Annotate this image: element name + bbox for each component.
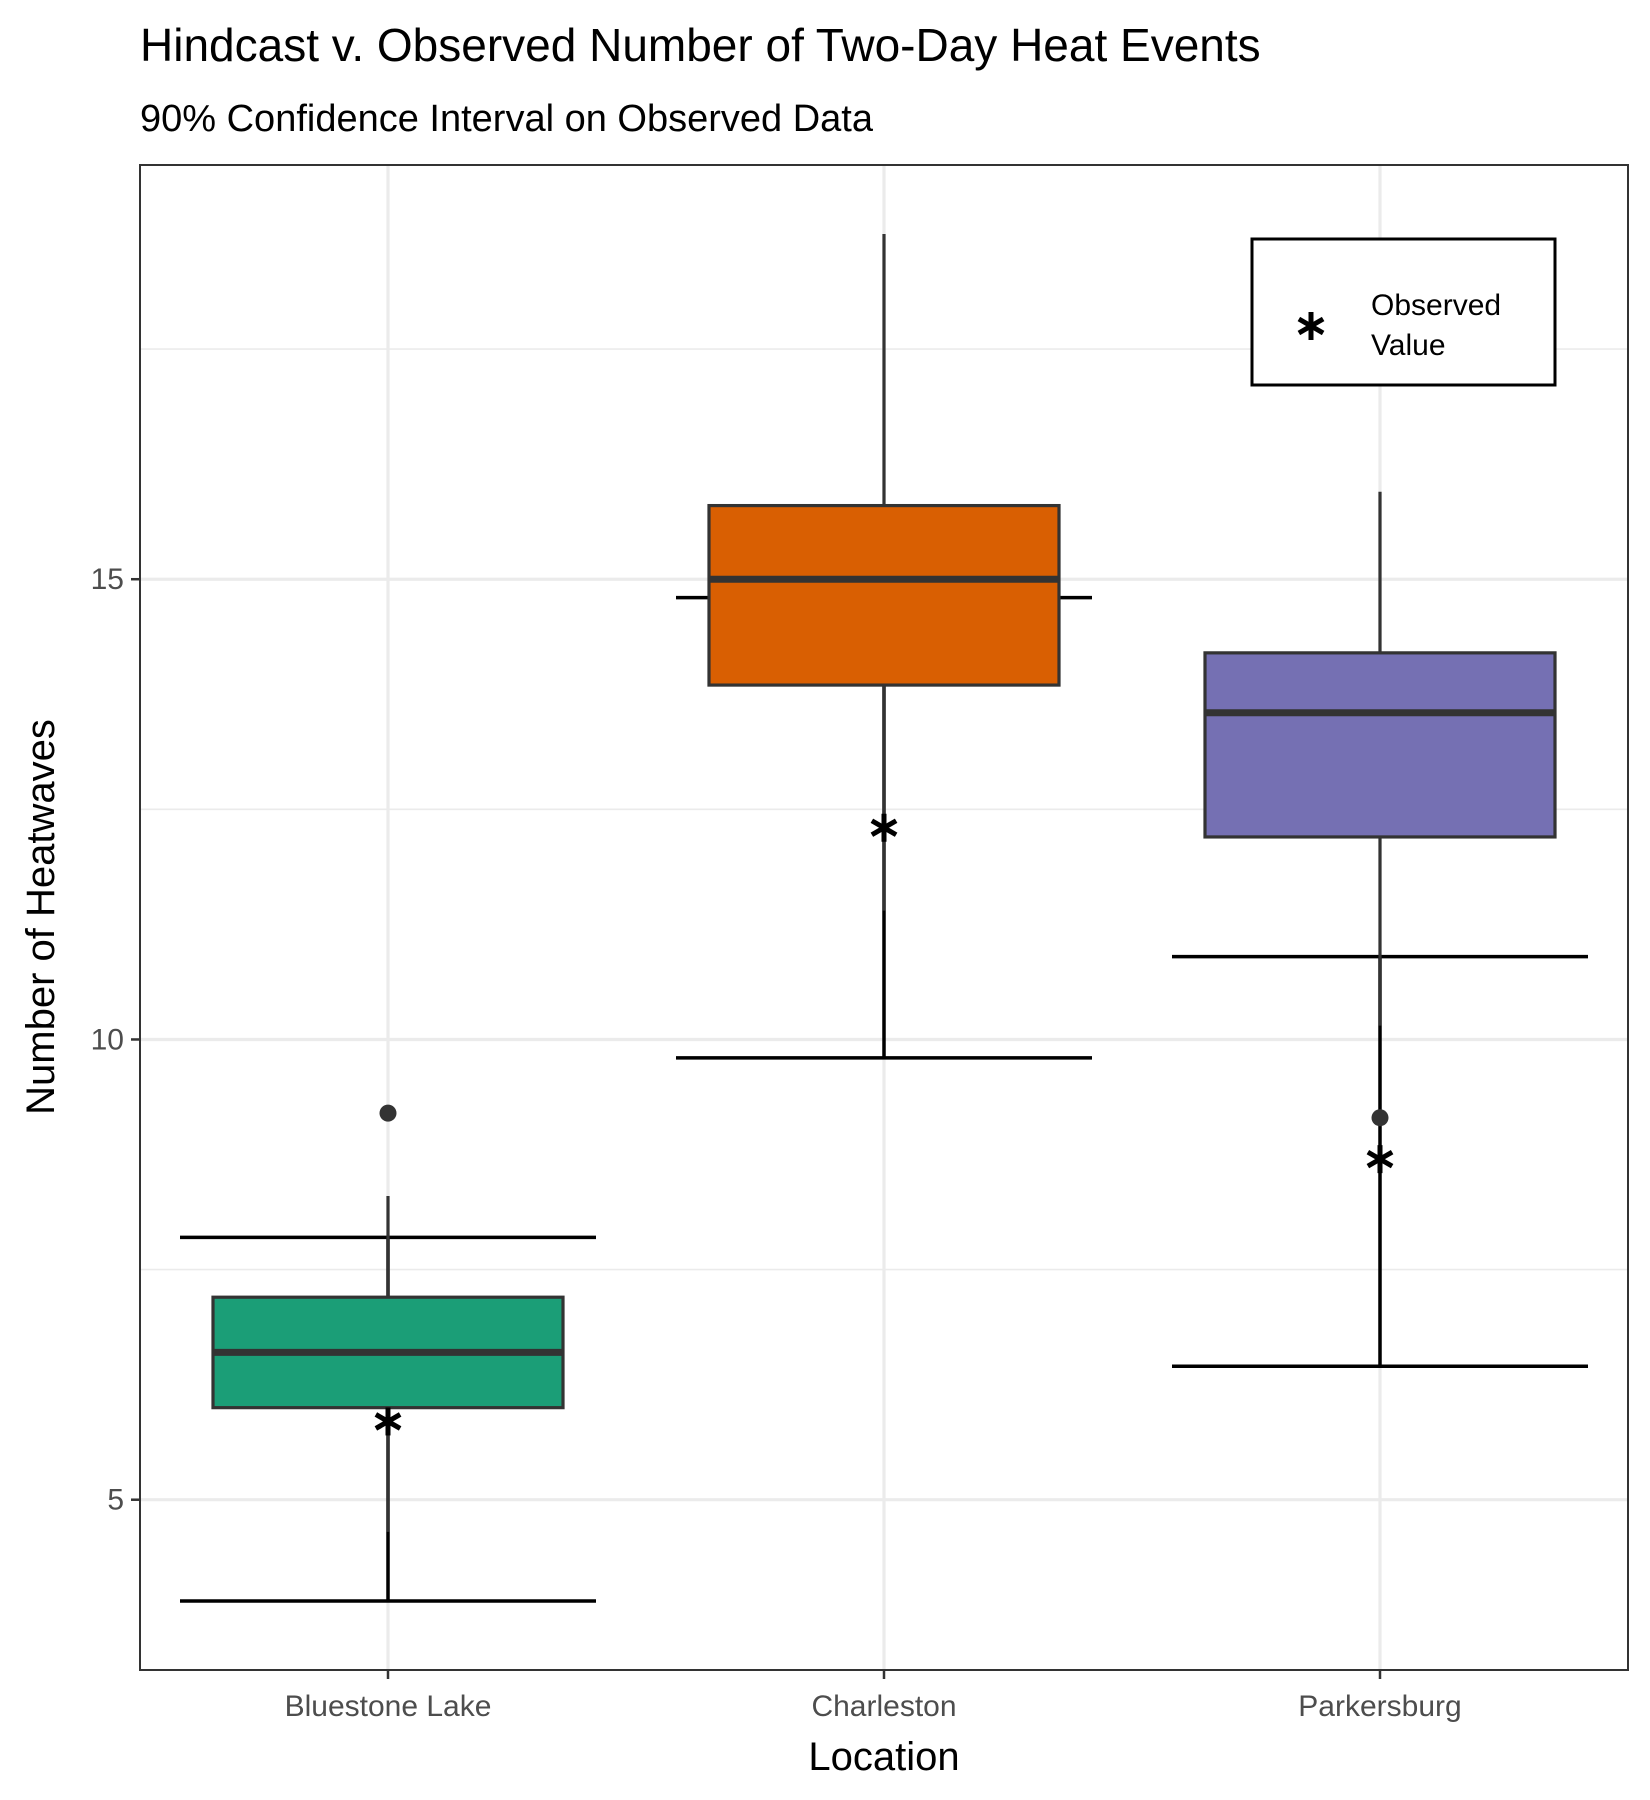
x-axis-title: Location: [808, 1735, 959, 1779]
legend: Observed Value: [1250, 237, 1557, 387]
x-tick-label: Charleston: [811, 1690, 956, 1723]
legend-asterisk-mark: [1297, 312, 1325, 340]
legend-label-line1: Observed: [1371, 289, 1501, 322]
chart-title: Hindcast v. Observed Number of Two-Day H…: [140, 19, 1261, 71]
legend-label-line2: Value: [1371, 329, 1446, 362]
axis-layer: 5 10 15 Bluestone Lake Charleston Parkersburg: [91, 563, 1462, 1723]
y-tick-label: 15: [91, 563, 124, 596]
box-body: [707, 503, 1061, 687]
legend-asterisk-mark-stroke: [1297, 316, 1325, 336]
x-tick-label: Parkersburg: [1298, 1690, 1461, 1723]
observed-value-marker: [1366, 1145, 1394, 1174]
legend-box: [1250, 237, 1557, 387]
box-body: [1203, 651, 1557, 839]
legend-asterisk-icon: [1297, 312, 1325, 340]
observed-value-marker: [870, 813, 898, 842]
y-axis-title: Number of Heatwaves: [19, 719, 63, 1115]
x-tick-label: Bluestone Lake: [285, 1690, 492, 1723]
y-tick-label: 5: [107, 1484, 124, 1517]
y-tick-label: 10: [91, 1023, 124, 1056]
observed-value-marker-stroke: [374, 1412, 402, 1431]
box-layer: [211, 234, 1557, 1532]
observed-layer: [374, 813, 1394, 1436]
observed-value-marker: [374, 1407, 402, 1436]
outlier-point: [379, 1104, 397, 1122]
chart-subtitle: 90% Confidence Interval on Observed Data: [140, 98, 874, 140]
observed-value-marker-stroke: [1366, 1149, 1394, 1169]
observed-value-marker-stroke: [870, 818, 898, 837]
outlier-point: [1371, 1109, 1389, 1127]
